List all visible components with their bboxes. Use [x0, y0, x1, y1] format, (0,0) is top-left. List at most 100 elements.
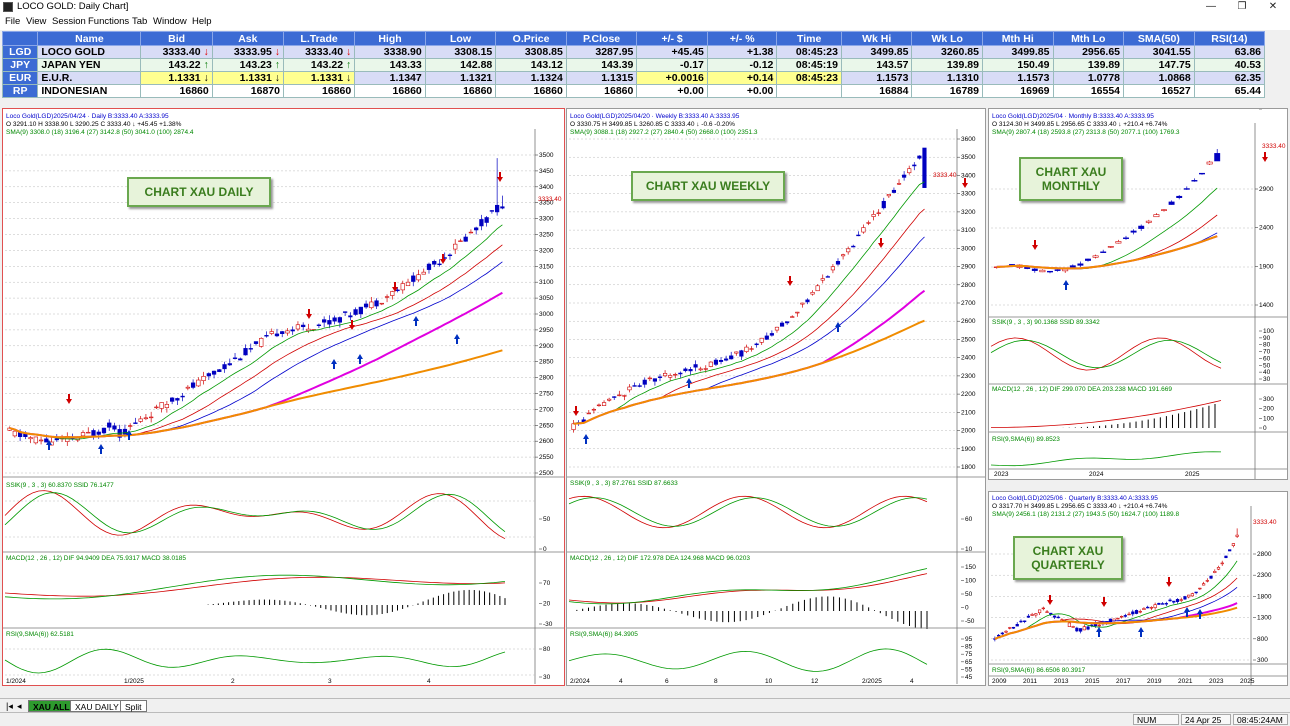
tab-split[interactable]: Split: [120, 700, 147, 712]
col-header-name[interactable]: Name: [37, 31, 142, 46]
menu-tab[interactable]: Tab: [132, 16, 148, 27]
cell-rsi: 65.44: [1193, 84, 1266, 98]
y-tick-label: 2200: [961, 391, 976, 398]
col-header-ask[interactable]: Ask: [211, 31, 284, 46]
candle-body: [38, 439, 44, 442]
candle-body: [421, 271, 426, 275]
x-tick-label: 4: [619, 678, 623, 685]
candle-body: [637, 385, 642, 387]
window-title: LOCO GOLD: Daily Chart]: [17, 1, 129, 12]
y-tick-label: 800: [1257, 636, 1268, 643]
tab-prev-icon[interactable]: ◂: [17, 701, 22, 711]
col-header-rsi[interactable]: RSI(14): [1193, 31, 1266, 46]
col-header-ltrade[interactable]: L.Trade: [282, 31, 356, 46]
menu-bar: File View Session Functions Tab Window H…: [0, 14, 1290, 30]
col-header-high[interactable]: High: [354, 31, 426, 46]
candle-body: [785, 321, 790, 324]
menu-functions[interactable]: Functions: [88, 16, 130, 27]
cell-wklo: 16789: [911, 84, 983, 98]
table-row[interactable]: EUR E.U.R. 1.1331 ↓ 1.1331 ↓ 1.1331 ↓ 1.…: [1, 71, 1266, 85]
restore-button[interactable]: ❐: [1237, 1, 1247, 12]
table-row[interactable]: RP INDONESIAN 16860 16870 16860 16860 16…: [1, 84, 1266, 98]
tab-first-icon[interactable]: |◂: [6, 701, 13, 711]
rsi-label: RSI(9,SMA(6)) 89.8523: [992, 436, 1060, 443]
weekly-chart-canvas[interactable]: 3600 3500 3400 3300 3200 3100 3000 2900 2800 2700…: [567, 109, 985, 685]
candle-body: [1108, 618, 1113, 623]
chart-pane-daily[interactable]: 3500 3450 3400 3350 3300 3250 3200 3150 3100 3050…: [2, 108, 565, 686]
table-row[interactable]: JPY JAPAN YEN 143.22 ↑ 143.23 ↑ 143.22 ↑…: [1, 58, 1266, 72]
x-tick-label: 2025: [1240, 678, 1255, 685]
y-tick-label: 0: [543, 546, 547, 553]
candle-body: [866, 222, 871, 224]
x-tick-label: 2/2025: [862, 678, 882, 685]
cell-chg: -0.17: [636, 58, 708, 72]
daily-chart-canvas[interactable]: 3500345034003350330032503200315031003050…: [3, 109, 564, 685]
candle-body: [871, 214, 876, 217]
candle-body: [759, 337, 764, 343]
candle-body: [495, 204, 500, 213]
candle-body: [169, 397, 175, 402]
col-header-chg[interactable]: +/- $: [636, 31, 708, 46]
candle-body: [259, 338, 264, 347]
col-header-sma[interactable]: SMA(50): [1123, 31, 1195, 46]
col-header-time[interactable]: Time: [776, 31, 842, 46]
x-tick-label: 1/2024: [6, 678, 26, 685]
cell-sma: 16527: [1123, 84, 1195, 98]
row-name: INDONESIAN: [37, 84, 142, 98]
col-header-low[interactable]: Low: [424, 31, 497, 46]
y-tick-label: 3000: [539, 311, 554, 318]
quarterly-chart-canvas[interactable]: 2800 2300 1800 1300 800 300 3333.40 2009 2011 201…: [989, 492, 1287, 685]
y-tick-label: 100: [1263, 415, 1274, 422]
candle-body: [754, 343, 759, 346]
chart-pane-monthly[interactable]: 2900 2400 1900 1400 3333.40 100 90 80 70 60 50 40 30…: [988, 108, 1288, 480]
row-name: LOCO GOLD: [37, 45, 142, 59]
col-header-pclose[interactable]: P.Close: [565, 31, 638, 46]
y-tick-label: 40: [1263, 369, 1271, 376]
candle-body: [1019, 620, 1023, 623]
candle-body: [1130, 230, 1137, 233]
menu-view[interactable]: View: [26, 16, 47, 27]
cell-ask: 16870: [211, 84, 284, 98]
close-button[interactable]: ✕: [1268, 1, 1278, 12]
menu-help[interactable]: Help: [192, 16, 212, 27]
candle-body: [596, 404, 602, 407]
candle-body: [285, 330, 290, 334]
candle-body: [835, 261, 841, 265]
sell-signal-icon: [1101, 597, 1107, 607]
x-tick-label: 1/2025: [124, 678, 144, 685]
candle-body: [290, 329, 295, 332]
minimize-button[interactable]: —: [1206, 1, 1216, 12]
col-header-chgp[interactable]: +/- %: [706, 31, 778, 46]
chart-pane-quarterly[interactable]: 2800 2300 1800 1300 800 300 3333.40 2009 2011 201…: [988, 491, 1288, 686]
menu-file[interactable]: File: [5, 16, 21, 27]
candle-body: [327, 320, 332, 325]
candle-body: [468, 231, 474, 234]
col-header-code[interactable]: [1, 31, 39, 46]
candle-body: [830, 266, 835, 271]
y-tick-label: 2400: [961, 355, 976, 362]
candle-body: [1146, 606, 1150, 609]
menu-window[interactable]: Window: [153, 16, 187, 27]
candle-body: [912, 164, 917, 167]
table-row[interactable]: LGD LOCO GOLD 3333.40 ↓ 3333.95 ↓ 3333.4…: [1, 45, 1266, 59]
monthly-chart-canvas[interactable]: 29002400190014003333.4010090807060504030…: [989, 109, 1287, 479]
candle-body: [1191, 180, 1198, 182]
buy-signal-icon: [357, 354, 363, 364]
col-header-wklo[interactable]: Wk Lo: [911, 31, 983, 46]
candle-body: [1194, 591, 1198, 594]
tab-xau-daily[interactable]: XAU DAILY: [70, 700, 124, 712]
candle-body: [316, 324, 322, 326]
menu-session[interactable]: Session: [52, 16, 86, 27]
col-header-bid[interactable]: Bid: [140, 31, 213, 46]
col-header-mthlo[interactable]: Mth Lo: [1052, 31, 1125, 46]
candle-body: [612, 396, 617, 398]
candle-body: [876, 212, 881, 214]
col-header-mthhi[interactable]: Mth Hi: [981, 31, 1054, 46]
tab-xau-all[interactable]: XAU ALL: [28, 700, 75, 712]
y-tick-label: 60: [965, 516, 973, 523]
col-header-wkhi[interactable]: Wk Hi: [840, 31, 913, 46]
col-header-open[interactable]: O.Price: [495, 31, 567, 46]
y-tick-label: 20: [543, 601, 551, 608]
stochastic-d-line: [568, 497, 928, 527]
chart-pane-weekly[interactable]: 3600 3500 3400 3300 3200 3100 3000 2900 2800 2700…: [566, 108, 986, 686]
